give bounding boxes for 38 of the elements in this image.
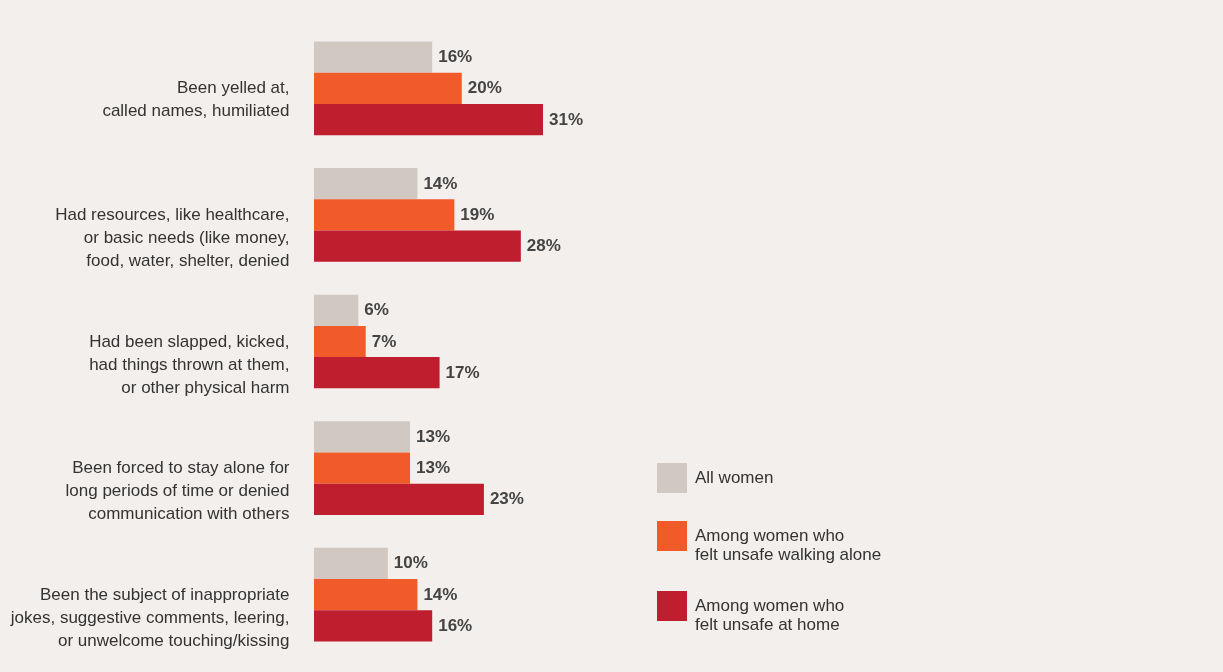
y-tick-label: Had been slapped, kicked, had things thrown at them, or other physical harm (89, 331, 290, 397)
data-label: 10% (393, 553, 428, 573)
data-label: 17% (445, 362, 480, 382)
data-label: 7% (371, 331, 397, 351)
bar (314, 325, 366, 358)
bar (314, 72, 462, 104)
bar (314, 452, 411, 484)
bar (314, 421, 411, 453)
legend-label: All women (695, 468, 774, 487)
data-label: 20% (467, 78, 502, 98)
data-label: 28% (526, 236, 561, 256)
y-tick-label: Been the subject of inappropriate jokes, suggestive comments, leering, or unwelcome touching/kissing (9, 584, 290, 650)
bar (314, 168, 418, 200)
y-tick-label: Had resources, like healthcare, or basic needs (like money, food, water, shelter, denied (55, 204, 290, 270)
data-label: 19% (460, 204, 495, 224)
data-label: 16% (438, 47, 473, 67)
bar (314, 103, 543, 136)
y-tick-label: Been yelled at, called names, humiliated (102, 78, 290, 121)
data-label: 16% (438, 615, 473, 635)
bar (314, 357, 440, 389)
bar (314, 294, 359, 326)
data-label: 14% (423, 584, 458, 604)
legend-label: Among women who felt unsafe at home (695, 596, 845, 634)
data-label: 23% (489, 489, 524, 509)
bar (314, 230, 521, 262)
legend-label: Among women who felt unsafe walking alone (695, 526, 882, 564)
bar (314, 483, 484, 515)
y-tick-label: Been forced to stay alone for long periods of time or denied communication with others (65, 458, 290, 524)
data-label: 31% (549, 109, 584, 129)
bar (314, 41, 433, 73)
bar (314, 610, 433, 642)
bar (314, 547, 388, 580)
bar (314, 199, 455, 231)
bar (314, 579, 418, 611)
data-label: 14% (423, 173, 458, 193)
data-label: 13% (416, 426, 451, 446)
data-label: 6% (364, 300, 389, 320)
data-label: 13% (416, 458, 451, 478)
